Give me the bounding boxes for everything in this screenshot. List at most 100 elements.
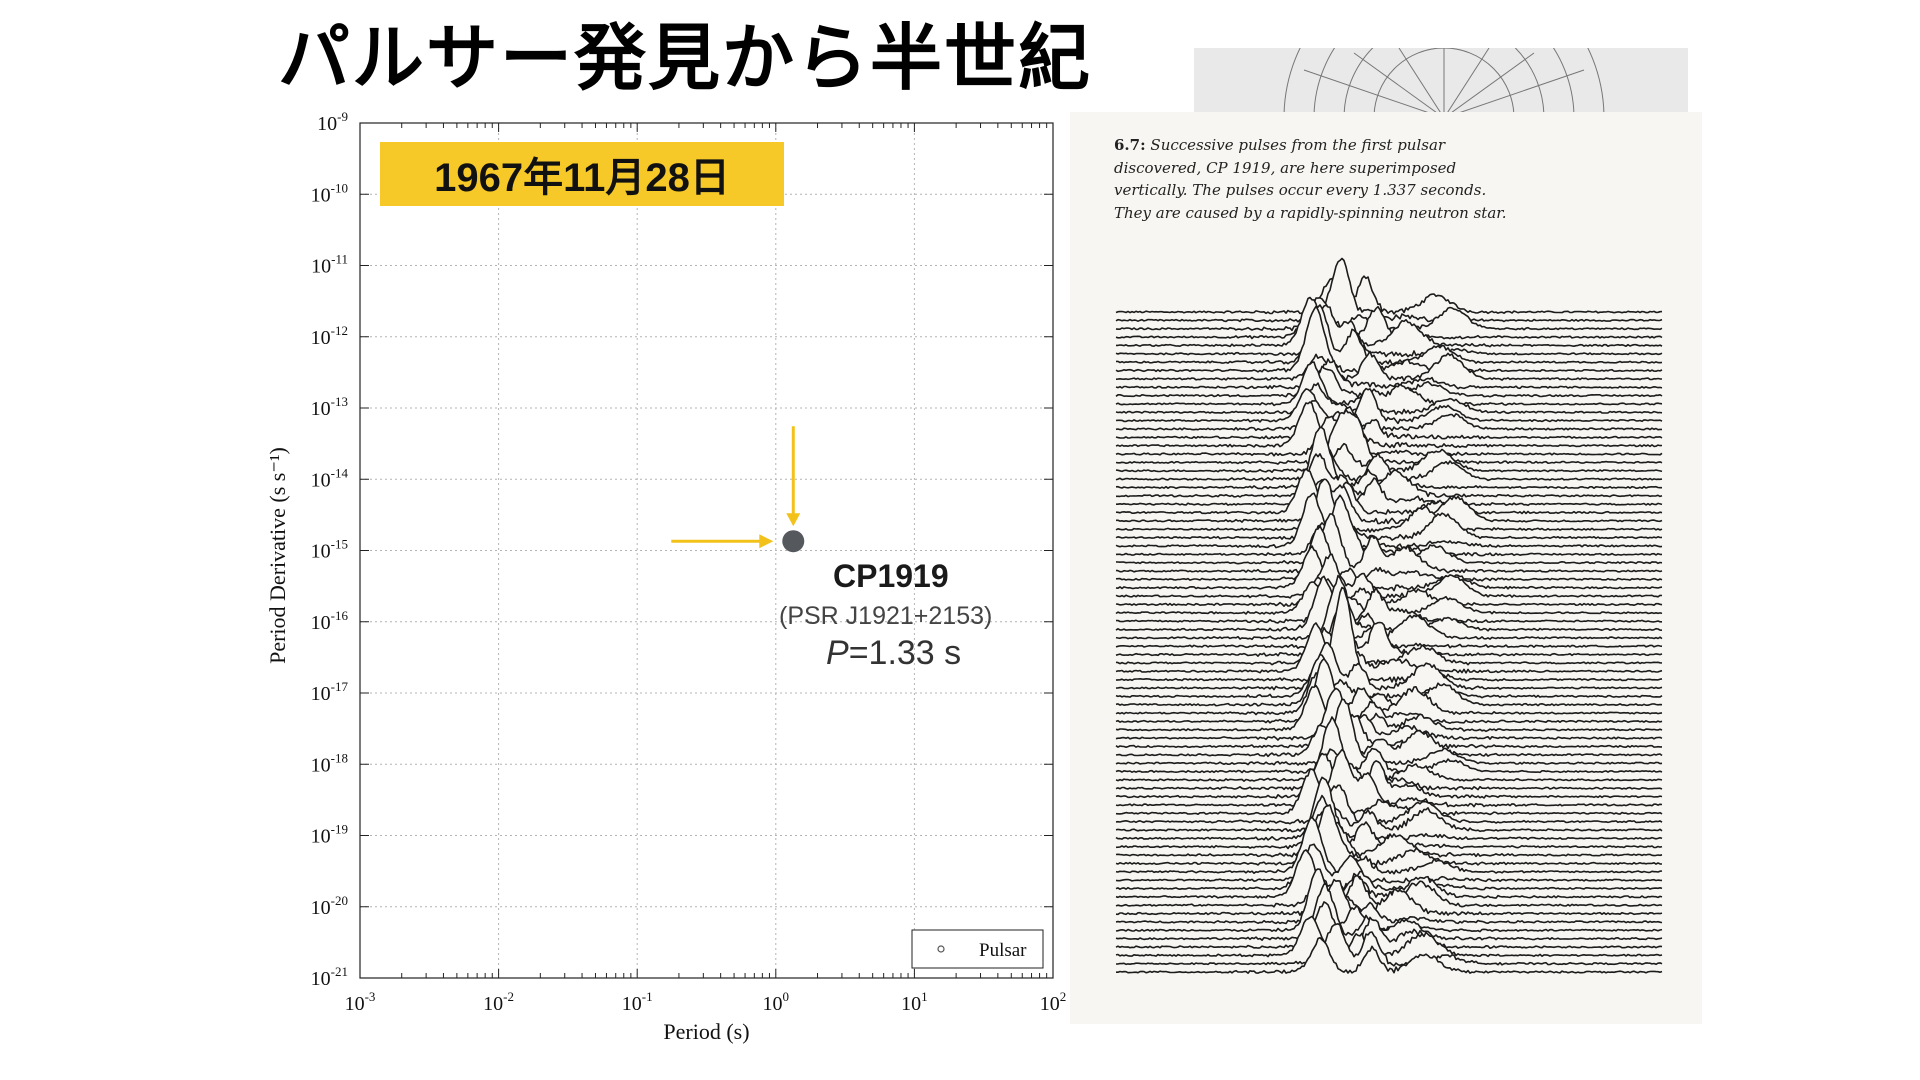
- pulse-trace: [1115, 513, 1663, 574]
- ppdot-chart: 10-3 10-2 10-1 100 101 102 10-9 10-10 10-11 10-12…: [265, 109, 1067, 1044]
- pulse-trace: [1115, 684, 1663, 733]
- stacked-pulse-plot: [1115, 257, 1663, 976]
- pulse-occlusion: [1116, 623, 1663, 676]
- pulse-trace: [1115, 576, 1663, 607]
- pulse-trace: [1115, 305, 1663, 341]
- x-axis-label: Period (s): [663, 1019, 749, 1044]
- x-tick-label: 10-3: [345, 989, 376, 1015]
- discovery-date-badge: 1967年11月28日: [380, 142, 784, 206]
- pulse-trace: [1115, 843, 1663, 884]
- pulse-occlusion: [1116, 362, 1663, 408]
- pulse-trace: [1115, 748, 1663, 808]
- x-tick-label: 10-2: [483, 989, 514, 1015]
- x-tick-label: 10-1: [622, 989, 653, 1015]
- pulse-trace: [1115, 257, 1663, 324]
- y-tick-label: 10-16: [311, 608, 349, 634]
- pulse-trace: [1115, 622, 1663, 674]
- pulse-occlusion: [1116, 769, 1663, 818]
- protractor-drawing: [1283, 48, 1605, 114]
- pulse-trace: [1115, 468, 1663, 515]
- pulse-trace: [1115, 752, 1663, 799]
- pulse-occlusion: [1116, 753, 1663, 801]
- pulse-occlusion: [1116, 478, 1663, 509]
- y-tick-label: 10-12: [311, 323, 348, 349]
- pulse-trace: [1115, 657, 1663, 724]
- pulse-trace: [1115, 275, 1663, 315]
- y-axis-label: Period Derivative (s s⁻¹): [265, 447, 290, 664]
- y-tick-label: 10-15: [311, 537, 348, 563]
- pulse-trace: [1115, 609, 1663, 658]
- pulse-trace: [1115, 387, 1663, 425]
- y-tick-label: 10-17: [311, 679, 349, 705]
- x-tick-label: 101: [901, 989, 928, 1015]
- pulse-trace: [1115, 492, 1663, 550]
- pulse-trace: [1115, 415, 1663, 457]
- pulse-trace: [1115, 361, 1663, 407]
- pulse-trace: [1115, 399, 1662, 432]
- pulse-trace: [1115, 358, 1663, 390]
- y-tick-label: 10-21: [311, 964, 348, 990]
- pulse-trace: [1115, 586, 1663, 683]
- pulse-occlusion: [1116, 582, 1663, 617]
- y-tick-label: 10-20: [311, 893, 348, 919]
- cp1919-label: CP1919: [833, 558, 949, 594]
- pulse-trace: [1116, 453, 1663, 498]
- pulse-trace: [1115, 669, 1663, 700]
- horizontal-pointer-arrowhead: [759, 534, 774, 549]
- pulse-trace: [1115, 410, 1663, 441]
- pulse-occlusion: [1116, 513, 1663, 575]
- pulse-occlusion: [1116, 883, 1663, 943]
- pulse-trace: [1115, 805, 1663, 833]
- pulse-trace: [1115, 784, 1663, 825]
- discovery-date-text: 1967年11月28日: [434, 156, 730, 200]
- pulse-trace: [1115, 687, 1663, 741]
- legend-marker: [937, 945, 945, 953]
- pulse-trace: [1115, 382, 1663, 416]
- pulse-trace: [1116, 936, 1663, 974]
- pulse-trace: [1115, 478, 1663, 541]
- pulse-trace: [1115, 641, 1663, 691]
- period-symbol: P: [826, 634, 849, 672]
- pulse-trace: [1115, 859, 1663, 892]
- pulse-profiles-figure: 6.7: Successive pulses from the first pu…: [1070, 112, 1702, 1024]
- pulse-trace: [1116, 477, 1663, 507]
- pulse-trace: [1115, 724, 1663, 758]
- x-tick-label: 100: [763, 989, 790, 1015]
- pulse-trace: [1115, 882, 1663, 941]
- figure-caption-text: Successive pulses from the first pulsar …: [1114, 136, 1507, 222]
- pulse-trace: [1116, 484, 1663, 525]
- pulse-trace: [1115, 768, 1663, 817]
- pulse-trace: [1115, 525, 1663, 583]
- y-tick-label: 10-14: [311, 465, 349, 491]
- pulse-trace: [1115, 545, 1663, 592]
- legend-box: Pulsar: [911, 929, 1044, 969]
- pulse-trace: [1115, 553, 1663, 599]
- pulse-trace: [1115, 811, 1663, 858]
- pulse-occlusion: [1116, 297, 1663, 350]
- pulse-occlusion: [1116, 443, 1663, 475]
- y-tick-label: 10-10: [311, 180, 348, 206]
- pulse-occlusion: [1116, 610, 1663, 659]
- y-tick-label: 10-18: [311, 750, 348, 776]
- pulse-occlusion: [1116, 453, 1663, 500]
- pulse-trace: [1115, 578, 1662, 624]
- vertical-pointer-arrowhead: [786, 513, 801, 527]
- psr-alias-label: (PSR J1921+2153): [779, 602, 993, 630]
- pulse-trace: [1115, 653, 1663, 707]
- y-tick-label: 10-9: [317, 109, 348, 135]
- period-label: P=1.33 s: [826, 634, 961, 673]
- pulse-trace: [1115, 901, 1663, 949]
- pulse-trace: [1115, 671, 1663, 716]
- pulse-trace: [1115, 816, 1663, 875]
- pulse-trace: [1115, 409, 1663, 466]
- pulse-trace: [1115, 575, 1663, 633]
- pulse-trace: [1115, 449, 1663, 483]
- slide-title: パルサー発見から半世紀: [278, 16, 1093, 100]
- y-tick-label: 10-13: [311, 394, 348, 420]
- pulse-occlusion: [1116, 579, 1663, 626]
- pulse-trace: [1115, 748, 1663, 791]
- pulse-occlusion: [1116, 276, 1663, 316]
- pulse-trace: [1115, 401, 1663, 449]
- period-value: =1.33 s: [848, 634, 962, 672]
- x-tick-label: 102: [1040, 989, 1067, 1015]
